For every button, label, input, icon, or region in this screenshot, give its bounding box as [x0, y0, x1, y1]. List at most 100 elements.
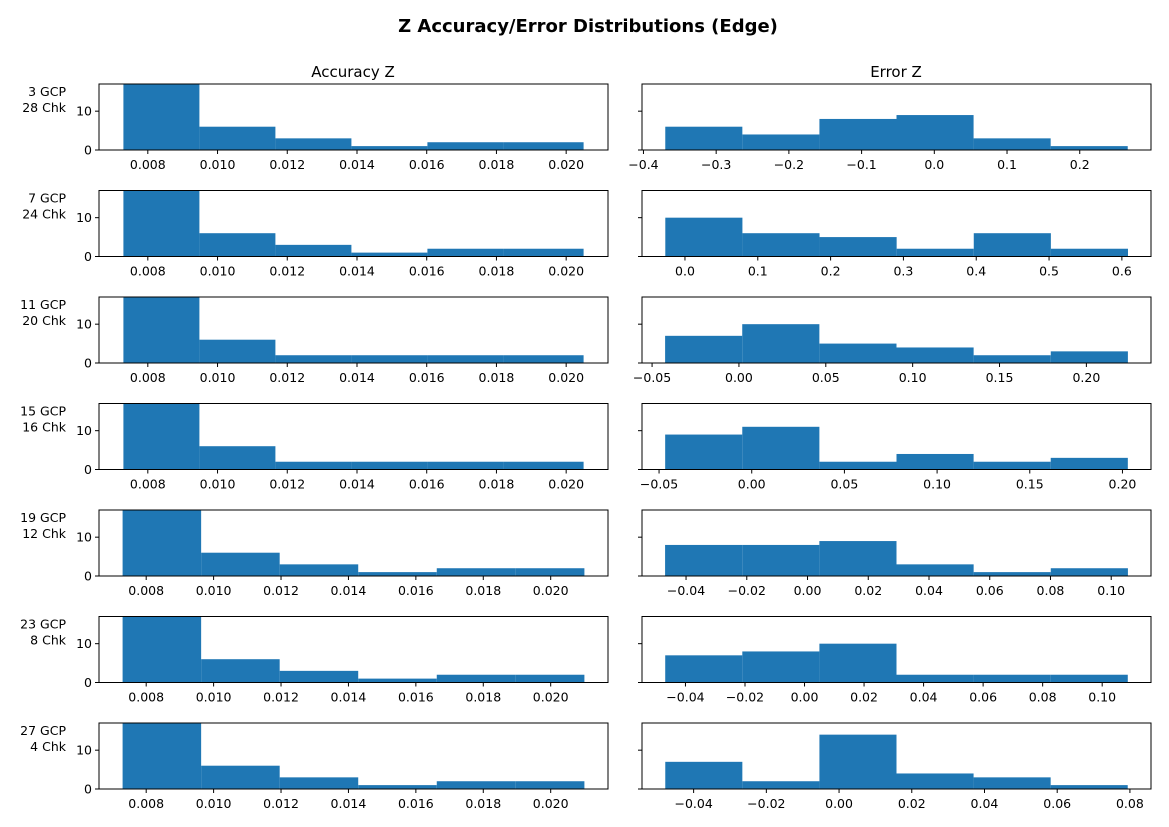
histogram-bar: [1050, 146, 1128, 150]
x-tick-label: 0.008: [130, 477, 166, 492]
column-title-accuracy: Accuracy Z: [311, 63, 395, 81]
y-tick-label: 0: [84, 462, 92, 477]
panel-accuracy-row-6: 0.008 0.010 0.012 0.014 0.016 0.018 0.020 0 10: [76, 616, 609, 705]
axes-frame: [641, 403, 1152, 470]
histogram-bar: [351, 146, 428, 150]
histogram-bar: [973, 674, 1051, 683]
x-tick-label: 0.010: [200, 370, 236, 385]
y-tick-label: 10: [76, 636, 92, 651]
x-tick-label: 0.00: [725, 370, 753, 385]
x-tick-label: 0.00: [794, 583, 822, 598]
histogram-bar: [351, 461, 428, 470]
histogram-bar: [973, 461, 1051, 470]
histogram-bar: [436, 674, 516, 683]
x-tick-label: 0.014: [331, 690, 367, 705]
x-tick-label: 0.010: [196, 796, 232, 811]
axes-frame: [641, 509, 1152, 577]
panel-error-row-3: −0.05 0.00 0.05 0.10 0.15 0.20: [633, 296, 1152, 385]
histogram-bar: [201, 659, 280, 683]
row-label-line: 7 GCP: [28, 191, 66, 206]
histogram-bar: [503, 248, 584, 257]
panel-accuracy-row-2: 0.008 0.010 0.012 0.014 0.016 0.018 0.020 0 10: [76, 190, 609, 279]
x-tick-label: 0.05: [812, 370, 840, 385]
histogram-bar: [199, 446, 276, 470]
histogram-bar: [973, 355, 1051, 363]
x-tick-label: 0.014: [339, 157, 375, 172]
histogram-bar: [896, 248, 974, 257]
histogram-bar: [122, 616, 202, 683]
histogram-bar: [1050, 674, 1128, 683]
x-tick-label: 0.010: [200, 477, 236, 492]
panel-accuracy-row-1: 0.008 0.010 0.012 0.014 0.016 0.018 0.020 0 10: [76, 83, 609, 172]
axes-frame: [98, 509, 609, 577]
x-tick-label: 0.02: [854, 583, 882, 598]
x-tick-label: 0.020: [533, 796, 569, 811]
x-tick-label: 0.15: [986, 370, 1014, 385]
histogram-bar: [515, 781, 585, 789]
histogram-bar: [427, 142, 504, 150]
x-tick-label: 0.020: [548, 370, 584, 385]
histogram-bar: [1050, 785, 1128, 789]
x-tick-label: 0.00: [825, 796, 853, 811]
histogram-bar: [503, 461, 584, 470]
histogram-bar: [1050, 248, 1128, 257]
histogram-bar: [742, 134, 820, 150]
row-label-line: 24 Chk: [22, 207, 67, 222]
histogram-bar: [515, 568, 585, 576]
x-tick-label: −0.05: [640, 477, 678, 492]
histogram-bar: [123, 297, 200, 363]
x-tick-label: 0.010: [200, 157, 236, 172]
axes-frame: [98, 83, 609, 151]
panel-accuracy-row-4: 0.008 0.010 0.012 0.014 0.016 0.018 0.020 0 10: [76, 403, 609, 492]
histogram-bar: [275, 461, 352, 470]
histogram-bar: [427, 461, 504, 470]
row-label-line: 19 GCP: [20, 510, 66, 525]
x-tick-label: 0.08: [1116, 796, 1144, 811]
y-tick-label: 10: [76, 210, 92, 225]
histogram-bar: [123, 84, 200, 150]
x-tick-label: 0.016: [398, 796, 434, 811]
x-tick-label: 0.10: [1088, 690, 1116, 705]
histogram-bar: [896, 115, 974, 150]
x-tick-label: 0.6: [1112, 264, 1132, 279]
x-tick-label: 0.15: [1016, 477, 1044, 492]
histogram-bar: [742, 324, 820, 363]
x-tick-label: 0.008: [128, 796, 164, 811]
x-tick-label: 0.008: [130, 157, 166, 172]
x-tick-label: 0.2: [821, 264, 841, 279]
row-label-line: 4 Chk: [30, 739, 67, 754]
x-tick-label: 0.012: [269, 370, 305, 385]
histogram-bar: [122, 510, 202, 576]
x-tick-label: −0.02: [747, 796, 785, 811]
x-tick-label: 0.1: [748, 264, 768, 279]
x-tick-label: 0.020: [548, 157, 584, 172]
x-tick-label: 0.010: [200, 264, 236, 279]
x-tick-label: 0.4: [966, 264, 986, 279]
x-tick-label: 0.06: [1043, 796, 1071, 811]
y-tick-label: 0: [84, 143, 92, 158]
y-tick-label: 0: [84, 356, 92, 371]
x-tick-label: −0.2: [774, 157, 804, 172]
x-tick-label: 0.012: [263, 690, 299, 705]
x-tick-label: 0.018: [479, 477, 515, 492]
y-tick-label: 0: [84, 569, 92, 584]
y-tick-label: 10: [76, 530, 92, 545]
x-tick-label: 0.08: [1029, 690, 1057, 705]
histogram-bar: [973, 777, 1051, 789]
axes-frame: [98, 616, 609, 683]
histogram-bar: [896, 773, 974, 789]
x-tick-label: 0.016: [409, 157, 445, 172]
row-label-line: 11 GCP: [20, 297, 66, 312]
panel-accuracy-row-5: 0.008 0.010 0.012 0.014 0.016 0.018 0.020 0 10: [76, 509, 609, 598]
histogram-bar: [275, 355, 352, 363]
histogram-bar: [665, 335, 743, 363]
x-tick-label: 0.012: [263, 796, 299, 811]
histogram-bar: [123, 403, 200, 470]
histogram-bar: [201, 765, 280, 789]
x-tick-label: 0.020: [533, 583, 569, 598]
histogram-bar: [742, 233, 820, 257]
x-tick-label: 0.05: [830, 477, 858, 492]
histogram-bar: [1050, 457, 1128, 470]
histogram-bar: [742, 781, 820, 789]
